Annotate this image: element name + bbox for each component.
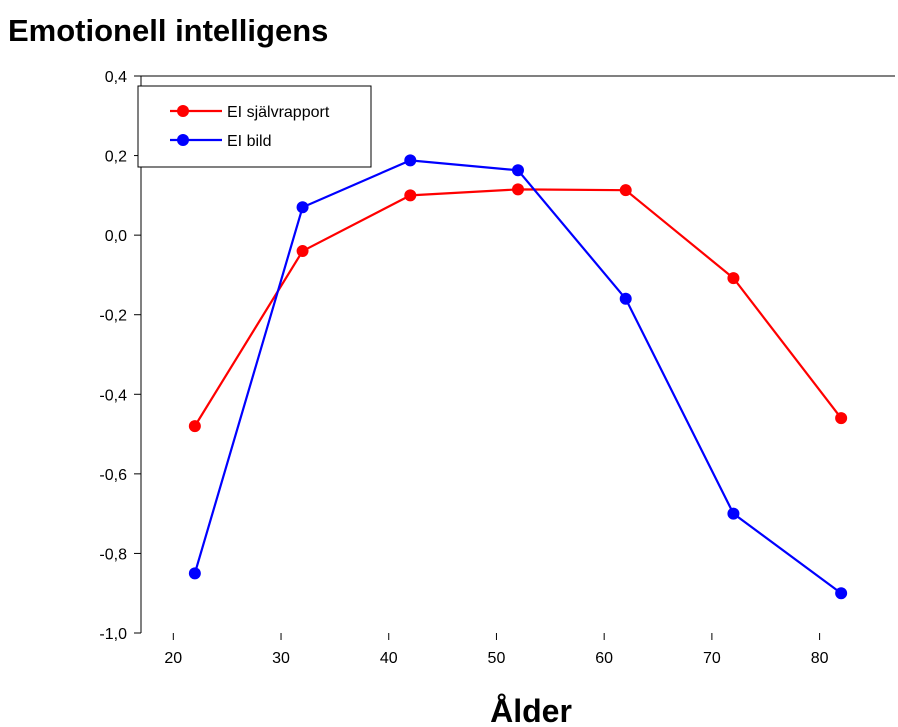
data-point-series-0 bbox=[404, 189, 417, 202]
x-tick-label: 30 bbox=[272, 650, 290, 667]
data-point-series-1 bbox=[296, 201, 309, 214]
legend-marker-0 bbox=[177, 105, 189, 117]
data-point-series-1 bbox=[727, 507, 740, 520]
series-points bbox=[188, 154, 848, 600]
data-point-series-1 bbox=[188, 567, 201, 580]
legend: EI självrapport EI bild bbox=[137, 85, 372, 168]
y-tick-label: -0,4 bbox=[99, 387, 127, 404]
series-line-0 bbox=[193, 188, 843, 427]
data-point-series-0 bbox=[835, 412, 848, 425]
data-point-series-0 bbox=[512, 183, 524, 196]
data-point-series-1 bbox=[404, 154, 417, 167]
legend-label-1: EI bild bbox=[227, 133, 271, 150]
x-tick-label: 60 bbox=[595, 650, 613, 667]
y-tick-label: -1,0 bbox=[99, 626, 127, 643]
legend-label-0: EI självrapport bbox=[227, 104, 330, 121]
y-tick-label: 0,0 bbox=[105, 228, 127, 245]
data-point-series-1 bbox=[619, 292, 632, 305]
data-point-series-0 bbox=[619, 184, 632, 197]
x-axis-label: Ålder bbox=[490, 693, 572, 727]
y-tick-label: -0,8 bbox=[99, 546, 127, 563]
series-line-1 bbox=[193, 159, 842, 595]
y-tick-label: 0,2 bbox=[105, 149, 127, 166]
data-point-series-1 bbox=[835, 587, 848, 600]
legend-box bbox=[137, 85, 372, 168]
legend-marker-1 bbox=[177, 134, 189, 146]
x-tick-label: 50 bbox=[488, 650, 506, 667]
y-tick-label: -0,6 bbox=[99, 467, 127, 484]
y-tick-label: -0,2 bbox=[99, 308, 127, 325]
y-tick-label: 0,4 bbox=[105, 69, 127, 86]
x-tick-label: 20 bbox=[164, 650, 182, 667]
x-tick-label: 70 bbox=[703, 650, 721, 667]
data-point-series-0 bbox=[727, 272, 740, 285]
axes: -1,0 -0,8 -0,6 -0,4 -0,2 0,0 0,2 0,4 20 30 40 50 60 7… bbox=[99, 69, 895, 667]
data-point-series-0 bbox=[296, 245, 309, 258]
x-tick-label: 80 bbox=[811, 650, 829, 667]
data-point-series-0 bbox=[188, 420, 201, 433]
x-tick-label: 40 bbox=[380, 650, 398, 667]
series-lines bbox=[193, 159, 843, 595]
chart-title: Emotionell intelligens bbox=[8, 13, 328, 48]
data-point-series-1 bbox=[512, 164, 524, 177]
